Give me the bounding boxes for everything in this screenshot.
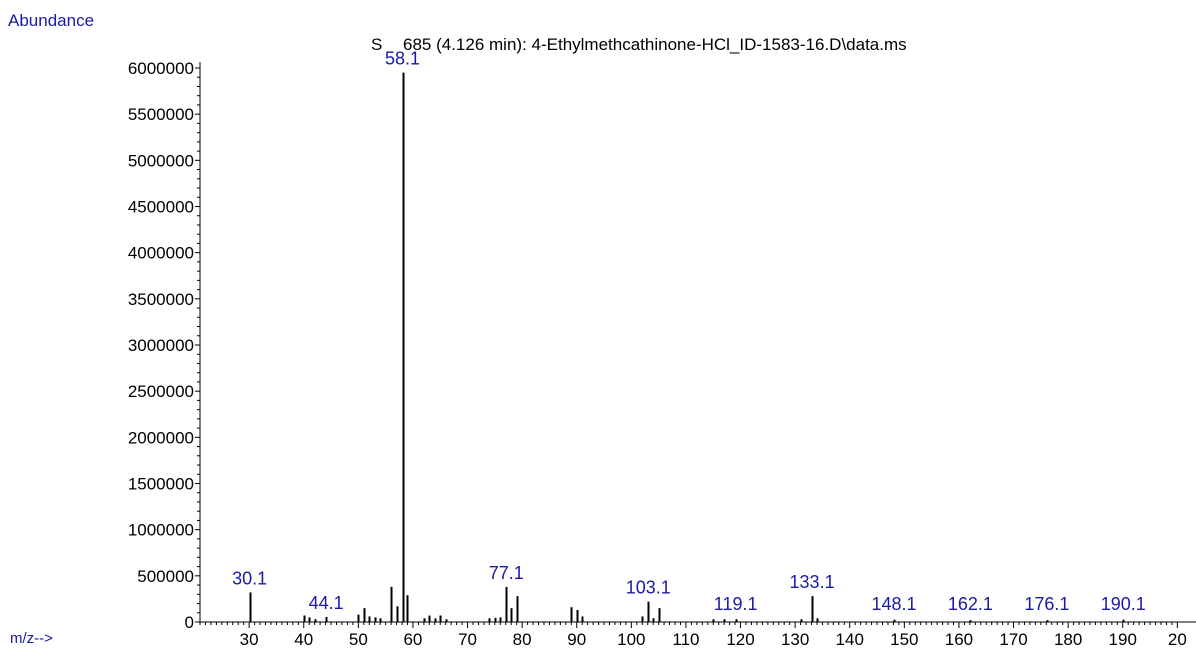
peak-label: 148.1 bbox=[871, 594, 916, 614]
y-tick-label: 3000000 bbox=[128, 336, 194, 355]
x-tick-label: 140 bbox=[836, 630, 864, 649]
peak-series bbox=[249, 72, 1125, 622]
x-tick-label: 50 bbox=[349, 630, 368, 649]
x-tick-label: 110 bbox=[672, 630, 699, 649]
x-tick-label: 190 bbox=[1109, 630, 1137, 649]
chart-title: S 685 (4.126 min): 4-Ethylmethcathinone-… bbox=[371, 35, 907, 54]
peak-label: 190.1 bbox=[1101, 594, 1146, 614]
chart-title-suffix: 685 (4.126 min): 4-Ethylmethcathinone-HC… bbox=[403, 35, 907, 54]
x-tick-label: 120 bbox=[726, 630, 754, 649]
x-tick-label: 70 bbox=[458, 630, 477, 649]
x-tick-label: 170 bbox=[999, 630, 1027, 649]
peak-label: 133.1 bbox=[790, 572, 835, 592]
x-axis: 30 40 50 60 70 80 90 100 110 120 130 140 150 160 170 18… bbox=[199, 621, 1196, 649]
x-tick-label: 80 bbox=[513, 630, 532, 649]
x-tick-label: 30 bbox=[240, 630, 259, 649]
y-tick-label: 0 bbox=[185, 613, 194, 632]
chart-title-prefix: S bbox=[371, 35, 382, 54]
x-tick-label: 160 bbox=[945, 630, 973, 649]
x-tick-label: 150 bbox=[890, 630, 918, 649]
y-tick-label: 1000000 bbox=[128, 521, 194, 540]
peak-label: 77.1 bbox=[489, 563, 524, 583]
x-tick-label: 20 bbox=[1168, 630, 1187, 649]
y-tick-label: 2000000 bbox=[128, 428, 194, 447]
peak-label: 162.1 bbox=[948, 594, 993, 614]
y-axis-title: Abundance bbox=[8, 11, 94, 30]
peak-label: 176.1 bbox=[1024, 594, 1069, 614]
peak-label: 44.1 bbox=[309, 593, 344, 613]
y-axis: 0 500000 1000000 1500000 2000000 2500000 30000… bbox=[128, 59, 201, 632]
peak-label-group: 30.1 44.1 58.1 77.1 103.1 119.1 133.1 148.1 162.… bbox=[232, 49, 1146, 614]
y-tick-label: 1500000 bbox=[128, 475, 194, 494]
x-tick-label: 180 bbox=[1054, 630, 1082, 649]
y-tick-label: 500000 bbox=[137, 567, 194, 586]
x-tick-label: 90 bbox=[567, 630, 586, 649]
peak-label: 30.1 bbox=[232, 568, 267, 588]
y-tick-label: 3500000 bbox=[128, 290, 194, 309]
y-tick-label: 6000000 bbox=[128, 59, 194, 78]
peak-label: 103.1 bbox=[626, 578, 671, 598]
x-tick-label: 60 bbox=[403, 630, 422, 649]
y-tick-label: 4000000 bbox=[128, 244, 194, 263]
x-tick-label: 130 bbox=[781, 630, 809, 649]
x-tick-label: 100 bbox=[617, 630, 645, 649]
y-tick-label: 4500000 bbox=[128, 198, 194, 217]
peak-label: 119.1 bbox=[714, 594, 758, 614]
x-tick-label: 40 bbox=[294, 630, 313, 649]
x-axis-title: m/z--> bbox=[10, 630, 53, 647]
y-tick-label: 2500000 bbox=[128, 382, 194, 401]
y-tick-label: 5500000 bbox=[128, 105, 194, 124]
y-tick-label: 5000000 bbox=[128, 151, 194, 170]
peak-label: 58.1 bbox=[385, 49, 420, 69]
